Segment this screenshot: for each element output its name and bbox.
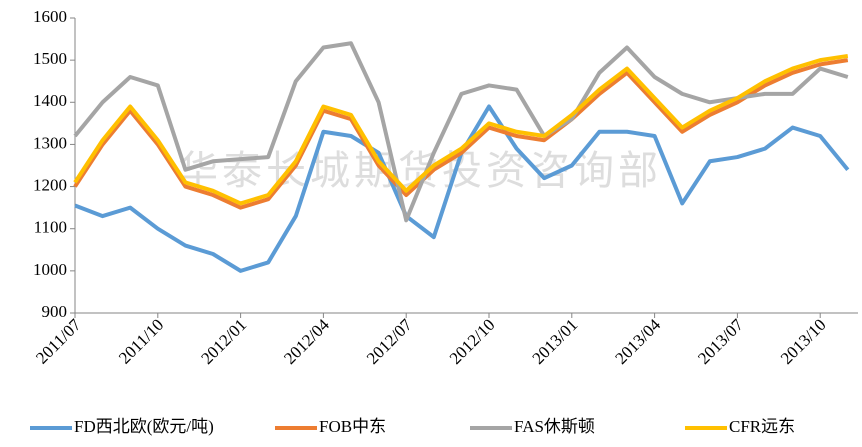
x-tick-label: 2013/10 — [777, 315, 830, 368]
y-tick-label: 1600 — [33, 7, 67, 26]
x-tick-label: 2011/07 — [32, 315, 85, 368]
x-tick-label: 2011/10 — [115, 315, 167, 367]
y-tick-label: 1500 — [33, 49, 67, 68]
y-tick-label: 1400 — [33, 91, 67, 110]
x-tick-label: 2012/07 — [363, 315, 416, 368]
x-tick-label: 2013/07 — [694, 315, 747, 368]
y-tick-label: 1000 — [33, 260, 67, 279]
y-tick-label: 1300 — [33, 133, 67, 152]
y-tick-label: 1100 — [34, 218, 67, 237]
legend-label: FAS休斯顿 — [514, 417, 595, 436]
x-tick-label: 2012/01 — [197, 315, 250, 368]
legend-label: FD西北欧(欧元/吨) — [74, 417, 214, 436]
y-tick-label: 1200 — [33, 175, 67, 194]
x-tick-label: 2013/04 — [611, 315, 664, 368]
series-line — [73, 41, 849, 223]
legend-label: FOB中东 — [319, 417, 386, 436]
legend-label: CFR远东 — [729, 417, 795, 436]
series-line — [73, 53, 849, 206]
series-line — [73, 58, 849, 210]
y-tick-label: 900 — [42, 302, 68, 321]
x-tick-label: 2012/10 — [446, 315, 499, 368]
x-tick-label: 2013/01 — [529, 315, 582, 368]
x-tick-label: 2012/04 — [280, 315, 333, 368]
